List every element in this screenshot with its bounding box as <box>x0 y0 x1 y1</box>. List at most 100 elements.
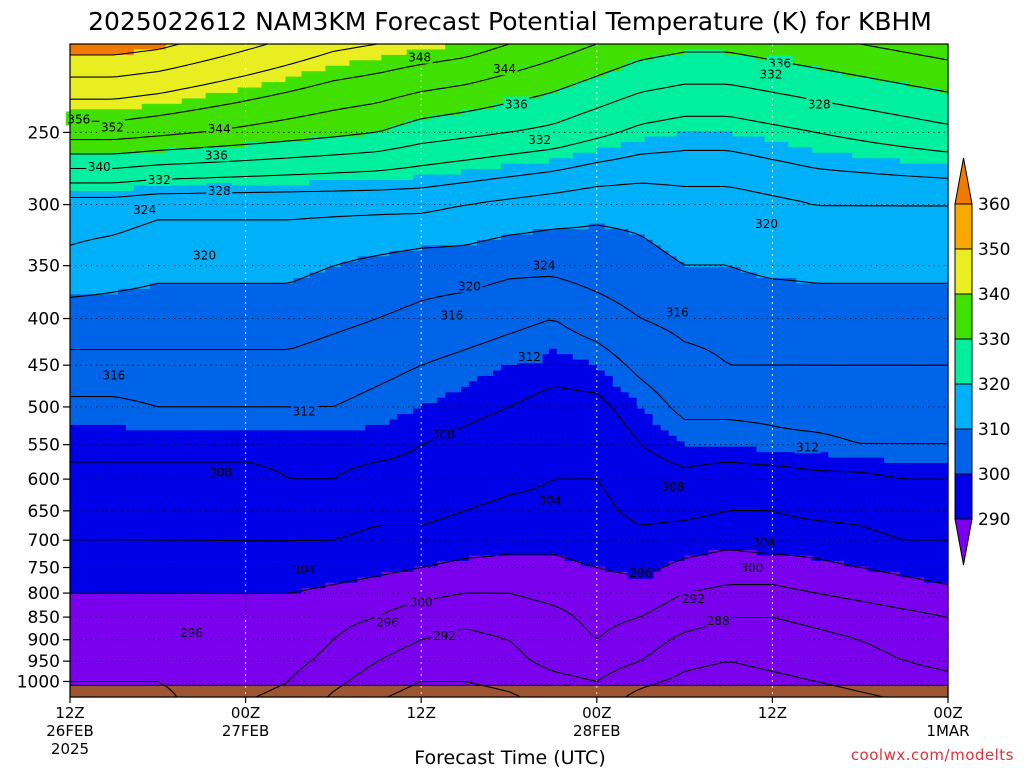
theta-fill-cell <box>924 180 933 187</box>
theta-fill-cell <box>117 141 127 148</box>
theta-fill-cell <box>261 223 271 230</box>
theta-fill-cell <box>548 277 558 285</box>
theta-fill-cell <box>397 114 406 121</box>
theta-fill-cell <box>85 60 95 67</box>
theta-fill-cell <box>748 136 758 143</box>
theta-fill-cell <box>524 267 534 274</box>
theta-fill-cell <box>892 131 901 138</box>
theta-fill-cell <box>245 158 255 165</box>
theta-fill-cell <box>812 207 821 214</box>
theta-fill-cell <box>684 92 694 100</box>
theta-fill-cell <box>461 71 470 78</box>
theta-fill-cell <box>668 163 678 170</box>
theta-fill-cell <box>189 239 199 246</box>
theta-fill-cell <box>109 283 119 290</box>
theta-fill-cell <box>732 120 742 127</box>
theta-fill-cell <box>181 44 191 51</box>
theta-fill-cell <box>70 174 79 181</box>
theta-fill-cell <box>796 196 805 203</box>
theta-fill-cell <box>572 60 582 67</box>
theta-fill-cell <box>828 190 837 197</box>
theta-fill-cell <box>293 229 303 236</box>
theta-fill-cell <box>604 174 614 181</box>
chart-title: 2025022612 NAM3KM Forecast Potential Tem… <box>88 7 932 36</box>
theta-fill-cell <box>676 163 686 170</box>
theta-fill-cell <box>908 109 917 116</box>
theta-fill-cell <box>628 141 638 148</box>
theta-fill-cell <box>277 141 287 148</box>
theta-fill-cell <box>181 261 191 268</box>
theta-fill-cell <box>437 163 446 170</box>
theta-fill-cell <box>309 267 319 274</box>
theta-fill-cell <box>77 125 87 132</box>
theta-fill-cell <box>652 76 662 83</box>
theta-fill-cell <box>860 245 869 252</box>
theta-fill-cell <box>325 174 334 181</box>
theta-fill-cell <box>325 245 334 252</box>
theta-fill-cell <box>501 239 510 246</box>
theta-fill-cell <box>389 229 398 236</box>
theta-fill-cell <box>205 229 215 236</box>
theta-fill-cell <box>876 125 885 132</box>
theta-fill-cell <box>405 261 414 268</box>
theta-fill-cell <box>173 82 183 89</box>
theta-fill-cell <box>532 76 542 83</box>
theta-fill-cell <box>580 49 590 56</box>
theta-fill-cell <box>580 174 590 181</box>
theta-fill-cell <box>437 185 446 192</box>
theta-fill-cell <box>429 201 438 208</box>
theta-fill-cell <box>788 245 797 252</box>
theta-fill-cell <box>628 54 638 61</box>
theta-fill-cell <box>644 239 654 246</box>
theta-fill-cell <box>852 71 861 78</box>
theta-fill-cell <box>357 239 366 246</box>
theta-fill-cell <box>253 65 263 72</box>
theta-fill-cell <box>70 141 79 148</box>
theta-fill-cell <box>149 120 159 127</box>
theta-fill-cell <box>860 158 869 165</box>
theta-fill-cell <box>796 65 805 72</box>
theta-fill-cell <box>700 256 710 263</box>
theta-fill-cell <box>532 234 542 241</box>
theta-fill-cell <box>405 92 414 100</box>
theta-fill-cell <box>676 207 686 214</box>
theta-fill-cell <box>437 239 446 246</box>
theta-fill-cell <box>493 229 502 236</box>
theta-fill-cell <box>780 76 789 83</box>
theta-fill-cell <box>852 152 861 159</box>
theta-fill-cell <box>836 147 845 154</box>
theta-fill-cell <box>365 234 374 241</box>
theta-fill-cell <box>852 163 861 170</box>
theta-fill-cell <box>173 60 183 67</box>
theta-fill-cell <box>732 141 742 148</box>
theta-fill-cell <box>325 147 334 154</box>
theta-fill-cell <box>189 212 199 219</box>
theta-fill-cell <box>397 147 406 154</box>
theta-fill-cell <box>213 71 223 78</box>
theta-fill-cell <box>892 239 901 246</box>
theta-fill-cell <box>788 71 797 78</box>
theta-fill-cell <box>101 54 111 61</box>
theta-fill-cell <box>828 239 837 246</box>
theta-fill-cell <box>77 60 87 67</box>
theta-fill-cell <box>261 239 271 246</box>
theta-fill-cell <box>908 65 917 72</box>
theta-fill-cell <box>461 196 470 203</box>
theta-fill-cell <box>900 60 909 67</box>
theta-fill-cell <box>668 103 678 110</box>
theta-fill-cell <box>397 245 406 252</box>
theta-fill-cell <box>197 196 207 203</box>
theta-fill-cell <box>820 277 829 285</box>
theta-fill-cell <box>261 49 271 56</box>
theta-fill-cell <box>628 125 638 132</box>
theta-fill-cell <box>429 196 438 203</box>
theta-fill-cell <box>716 277 726 285</box>
theta-fill-cell <box>245 190 255 197</box>
theta-fill-cell <box>197 109 207 116</box>
theta-fill-cell <box>764 185 773 192</box>
theta-fill-cell <box>732 76 742 83</box>
theta-fill-cell <box>884 190 893 197</box>
theta-fill-cell <box>125 158 135 165</box>
theta-fill-cell <box>820 185 829 192</box>
theta-fill-cell <box>445 60 454 67</box>
